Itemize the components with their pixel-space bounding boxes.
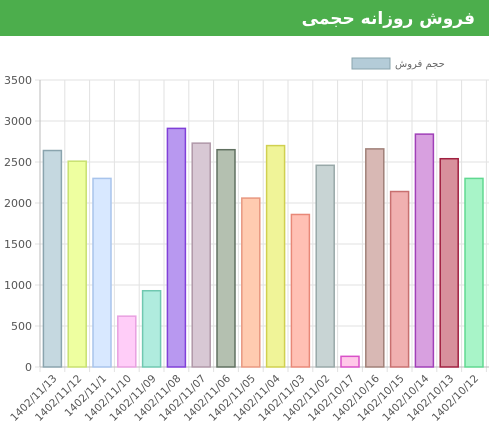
bar-1402/11/1[interactable] <box>92 177 112 368</box>
legend-swatch <box>351 57 391 70</box>
bar-1402/11/09[interactable] <box>141 289 162 368</box>
y-tick-label: 1500 <box>4 238 32 251</box>
bar-1402/11/10[interactable] <box>117 315 137 368</box>
bar-1402/11/13[interactable] <box>42 149 63 368</box>
bar-1402/10/14[interactable] <box>414 133 435 368</box>
y-tick-label: 2500 <box>4 156 32 169</box>
bar-1402/11/12[interactable] <box>67 160 87 368</box>
y-tick-label: 1000 <box>4 279 32 292</box>
bar-chart: 05001000150020002500300035001402/11/1314… <box>4 57 489 424</box>
bar-1402/10/13[interactable] <box>439 157 459 368</box>
bar-1402/11/08[interactable] <box>166 127 187 368</box>
bar-1402/10/12[interactable] <box>464 177 484 368</box>
bar-1402/11/07[interactable] <box>191 142 211 368</box>
bar-1402/10/17[interactable] <box>340 355 360 368</box>
page-header: فروش روزانه حجمی <box>0 0 489 36</box>
bar-1402/11/02[interactable] <box>315 164 335 368</box>
bar-1402/11/05[interactable] <box>241 197 261 368</box>
page-title: فروش روزانه حجمی <box>301 9 475 29</box>
bar-1402/11/06[interactable] <box>216 148 236 368</box>
bar-1402/10/16[interactable] <box>365 148 385 368</box>
y-tick-label: 3500 <box>4 74 32 87</box>
bar-1402/11/04[interactable] <box>265 144 286 368</box>
y-tick-label: 3000 <box>4 115 32 128</box>
y-tick-label: 500 <box>11 320 32 333</box>
legend-label: حجم فروش <box>395 59 445 70</box>
bar-1402/10/15[interactable] <box>389 190 410 368</box>
y-tick-label: 0 <box>25 361 32 374</box>
y-tick-label: 2000 <box>4 197 32 210</box>
chart-container: 0 500 1000 1500 2000 2500 3000 3500 1402/11/13 14… <box>0 36 489 426</box>
bar-1402/11/03[interactable] <box>290 213 311 368</box>
